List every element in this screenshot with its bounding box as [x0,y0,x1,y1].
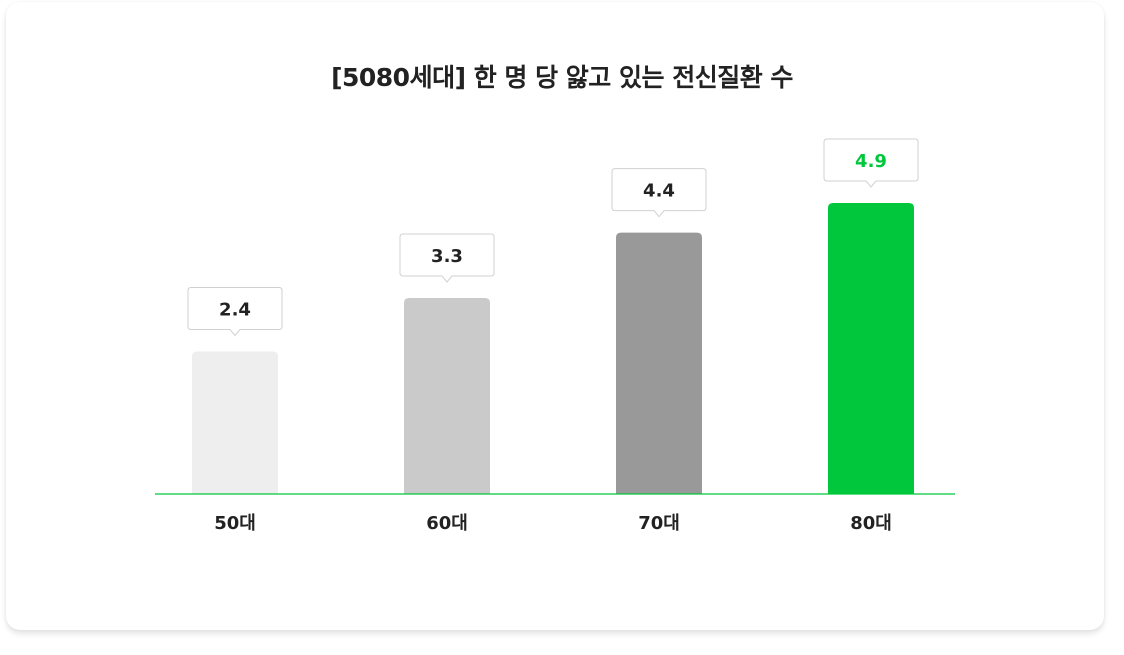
category-label: 50대 [214,513,256,534]
value-callout [823,138,919,188]
value-callout [399,233,495,283]
bar-50대 [192,351,278,494]
category-label: 80대 [850,513,892,534]
value-label: 3.3 [431,246,463,267]
category-label: 70대 [638,513,680,534]
bar-80대 [828,202,914,494]
category-label: 60대 [426,513,468,534]
value-label: 4.9 [855,151,887,172]
value-label: 2.4 [219,299,251,320]
bar-70대 [616,232,702,494]
value-label: 4.4 [643,181,675,202]
value-callout [187,286,283,337]
chart-title: [5080세대] 한 명 당 앓고 있는 전신질환 수 [331,63,793,92]
value-callout [611,168,707,218]
bar-60대 [404,297,490,494]
